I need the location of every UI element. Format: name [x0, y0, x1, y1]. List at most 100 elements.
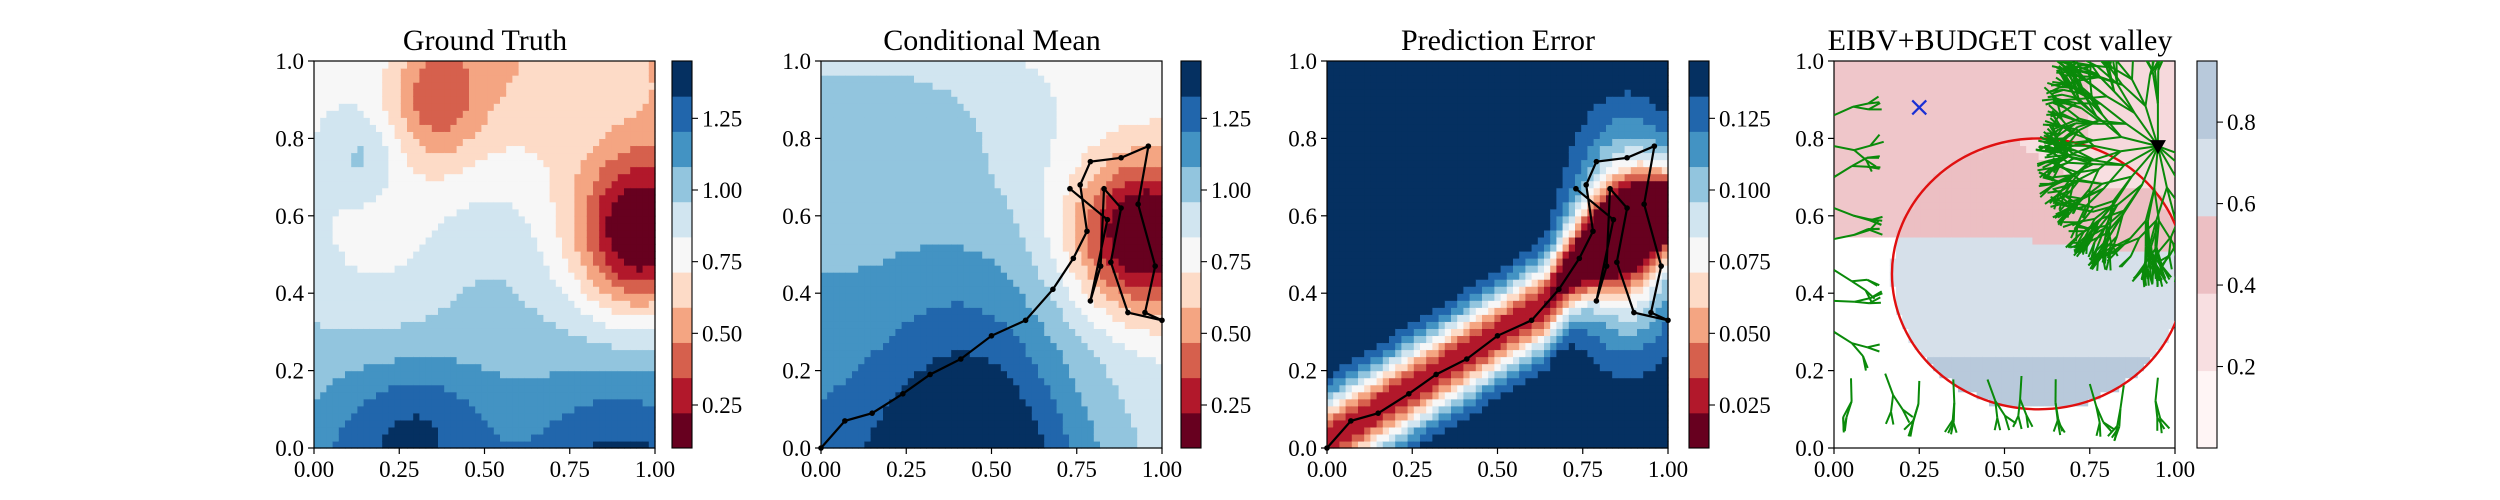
heatmap-cell — [642, 405, 650, 414]
heatmap-cell — [562, 236, 569, 245]
heatmap-cell — [976, 250, 983, 259]
heatmap-cell — [821, 258, 828, 266]
heatmap-cell — [1019, 68, 1027, 76]
heatmap-cell — [852, 258, 859, 266]
heatmap-cell — [605, 300, 613, 308]
heatmap-cell — [518, 110, 526, 118]
heatmap-cell — [419, 166, 427, 175]
heatmap-cell — [574, 187, 582, 196]
heatmap-cell — [833, 321, 841, 329]
y-tick-label: 1.0 — [275, 49, 304, 74]
heatmap-cell — [617, 300, 625, 308]
heatmap-cell — [599, 426, 606, 435]
heatmap-cell — [586, 89, 594, 97]
heatmap-cell — [845, 138, 853, 147]
heatmap-cell — [345, 272, 352, 280]
heatmap-cell — [982, 208, 989, 217]
heatmap-cell — [845, 250, 853, 259]
heatmap-cell — [821, 208, 828, 217]
heatmap-cell — [988, 229, 996, 238]
heatmap-cell — [493, 173, 501, 182]
heatmap-cell — [1025, 61, 1033, 69]
heatmap-cell — [369, 180, 377, 189]
heatmap-cell — [314, 300, 321, 308]
heatmap-cell — [833, 398, 841, 407]
heatmap-cell — [450, 187, 458, 196]
heatmap-cell — [456, 180, 464, 189]
heatmap-cell — [839, 96, 847, 104]
heatmap-cell — [852, 145, 859, 154]
heatmap-cell — [537, 243, 544, 252]
heatmap-cell — [580, 300, 588, 308]
heatmap-cell — [938, 215, 946, 224]
heatmap-cell — [407, 194, 414, 203]
heatmap-cell — [883, 152, 890, 161]
heatmap-cell — [493, 265, 501, 273]
heatmap-cell — [648, 412, 656, 421]
heatmap-cell — [456, 222, 464, 231]
heatmap-cell — [630, 138, 637, 147]
heatmap-cell — [630, 391, 637, 400]
heatmap-cell — [493, 349, 501, 358]
heatmap-cell — [431, 89, 439, 97]
heatmap-cell — [994, 180, 1002, 189]
heatmap-cell — [537, 384, 544, 393]
heatmap-cell — [407, 279, 414, 287]
heatmap-cell — [876, 236, 884, 245]
heatmap-cell — [382, 82, 389, 90]
heatmap-cell — [648, 321, 656, 329]
heatmap-cell — [338, 321, 346, 329]
heatmap-cell — [624, 426, 631, 435]
heatmap-cell — [642, 103, 650, 111]
heatmap-cell — [889, 61, 896, 69]
heatmap-cell — [895, 279, 903, 287]
heatmap-cell — [524, 426, 532, 435]
heatmap-cell — [914, 342, 921, 351]
heatmap-cell — [382, 300, 389, 308]
heatmap-cell — [580, 335, 588, 344]
heatmap-cell — [351, 110, 358, 118]
heatmap-cell — [332, 356, 340, 365]
heatmap-cell — [419, 272, 427, 280]
heatmap-cell — [506, 349, 513, 358]
heatmap-cell — [555, 61, 563, 69]
heatmap-cell — [357, 384, 365, 393]
heatmap-cell — [456, 68, 464, 76]
heatmap-cell — [957, 117, 965, 125]
heatmap-cell — [833, 335, 841, 344]
heatmap-cell — [988, 124, 996, 132]
heatmap-cell — [351, 258, 358, 266]
heatmap-cell — [493, 96, 501, 104]
heatmap-cell — [1031, 286, 1039, 294]
heatmap-cell — [648, 377, 656, 386]
heatmap-cell — [1025, 222, 1033, 231]
heatmap-cell — [382, 145, 389, 154]
heatmap-cell — [332, 187, 340, 196]
heatmap-cell — [1013, 412, 1020, 421]
heatmap-cell — [611, 300, 619, 308]
heatmap-cell — [407, 314, 414, 322]
heatmap-cell — [976, 117, 983, 125]
heatmap-cell — [425, 412, 433, 421]
heatmap-cell — [932, 426, 940, 435]
heatmap-cell — [332, 335, 340, 344]
heatmap-cell — [901, 110, 909, 118]
heatmap-cell — [481, 363, 489, 372]
heatmap-cell — [994, 342, 1002, 351]
heatmap-cell — [338, 159, 346, 168]
heatmap-cell — [982, 426, 989, 435]
heatmap-cell — [605, 342, 613, 351]
heatmap-cell — [431, 391, 439, 400]
heatmap-cell — [642, 152, 650, 161]
heatmap-cell — [549, 321, 557, 329]
heatmap-cell — [883, 173, 890, 182]
heatmap-cell — [438, 300, 445, 308]
heatmap-cell — [833, 258, 841, 266]
heatmap-cell — [376, 145, 383, 154]
heatmap-cell — [907, 187, 915, 196]
heatmap-cell — [506, 187, 513, 196]
heatmap-cell — [475, 272, 482, 280]
heatmap-cell — [537, 215, 544, 224]
heatmap-cell — [889, 433, 896, 442]
heatmap-cell — [481, 258, 489, 266]
